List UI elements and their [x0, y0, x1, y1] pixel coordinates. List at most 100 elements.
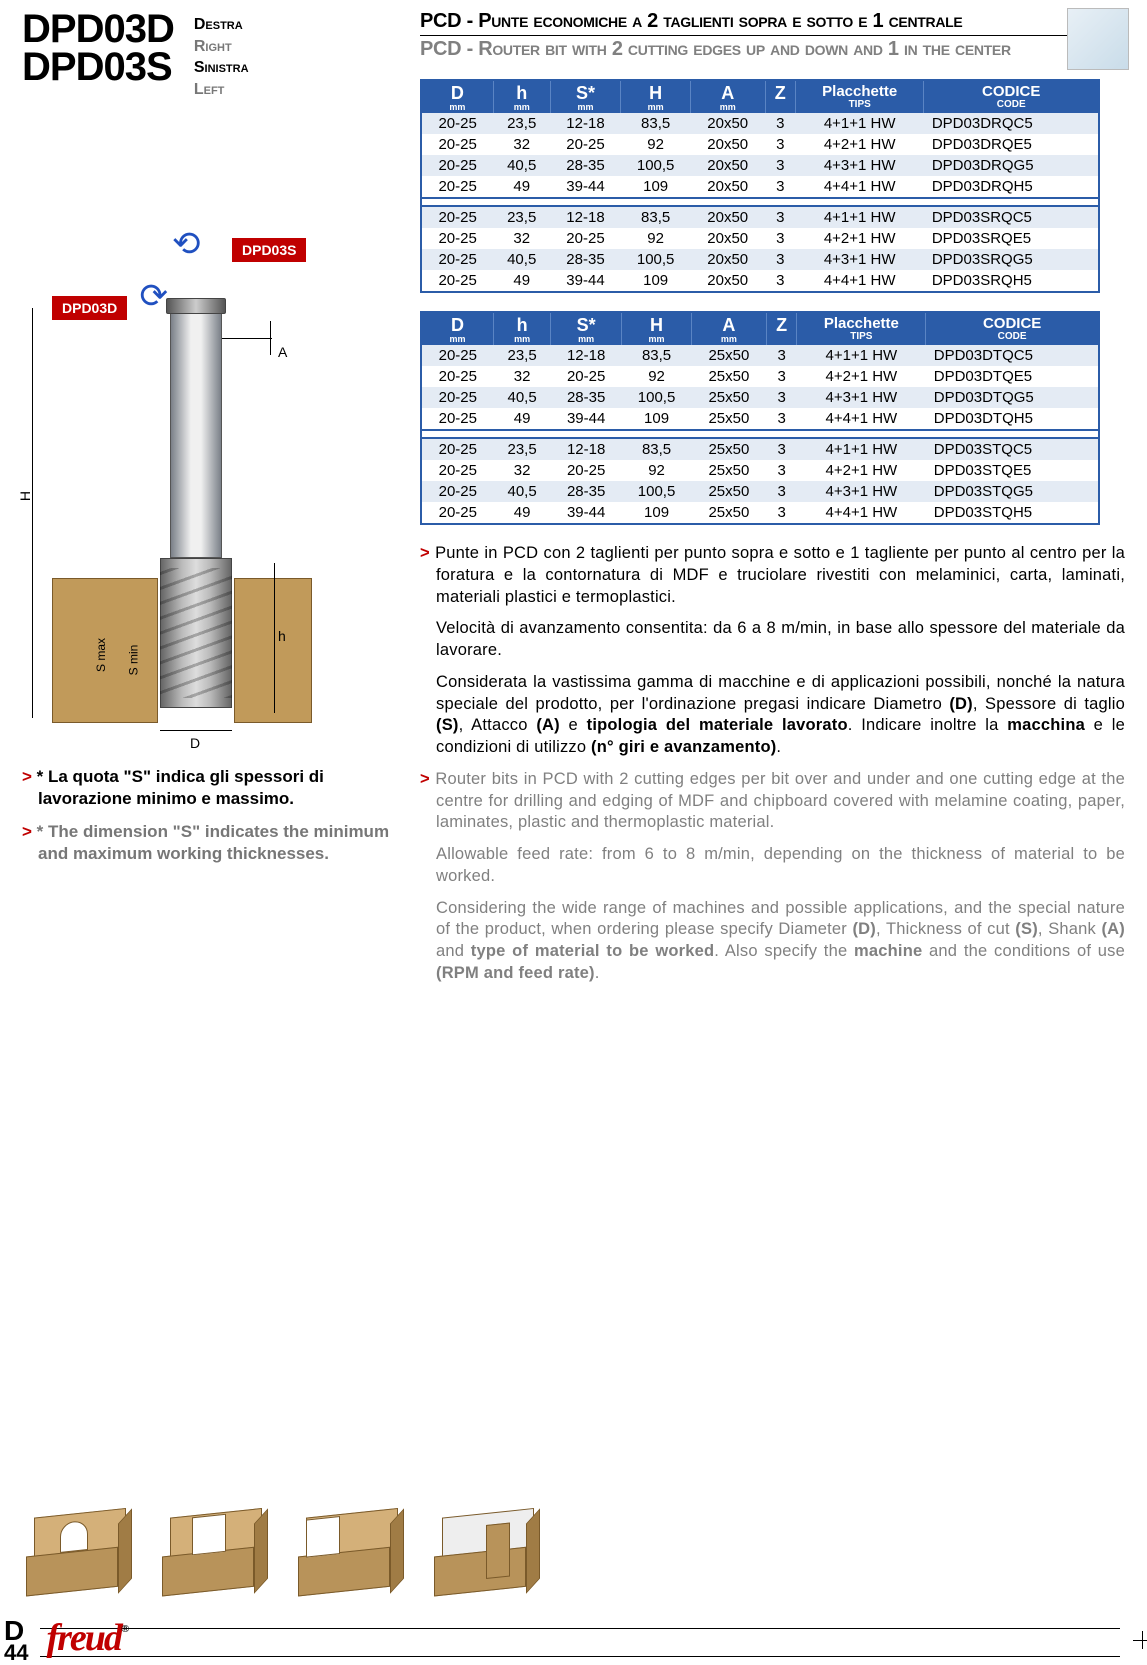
desc-it-2: Velocità di avanzamento consentita: da 6…	[436, 619, 1125, 659]
table-cell: 23,5	[494, 438, 551, 460]
table-cell: 4+2+1 HW	[797, 366, 926, 387]
table-cell: 3	[766, 345, 797, 366]
table-row: 20-2523,512-1883,520x5034+1+1 HWDPD03DRQ…	[421, 113, 1099, 134]
col-header: Dmm	[421, 312, 494, 345]
table-cell: DPD03STQE5	[926, 460, 1099, 481]
table-cell: 49	[494, 502, 551, 524]
col-header: S*mm	[550, 80, 621, 113]
table-cell: DPD03DRQH5	[924, 176, 1099, 198]
table-cell: 20-25	[421, 270, 493, 292]
table-row: 20-253220-259220x5034+2+1 HWDPD03SRQE5	[421, 228, 1099, 249]
table-cell: 20-25	[421, 387, 494, 408]
table-row: 20-2523,512-1883,525x5034+1+1 HWDPD03STQ…	[421, 438, 1099, 460]
table-cell: 20-25	[550, 134, 621, 155]
rotation-arrow-icon: ⟲	[140, 276, 169, 316]
dir-it-1: Destra	[194, 14, 249, 36]
table-cell: 83,5	[621, 206, 691, 228]
model-codes: DPD03D DPD03S	[22, 10, 174, 86]
table-cell: 83,5	[622, 438, 692, 460]
table-cell: 20x50	[690, 270, 765, 292]
brand-logo: freud	[46, 1616, 127, 1660]
thumb-1	[22, 1507, 134, 1595]
dim-a: A	[278, 344, 287, 360]
table-cell: 4+4+1 HW	[797, 408, 926, 430]
table-cell: 92	[622, 460, 692, 481]
table-row: 20-253220-259225x5034+2+1 HWDPD03STQE5	[421, 460, 1099, 481]
table-cell: 39-44	[551, 408, 622, 430]
table-row: 20-254939-4410925x5034+4+1 HWDPD03STQH5	[421, 502, 1099, 524]
dim-H: H	[17, 491, 33, 501]
col-header: Placchettetips	[796, 80, 924, 113]
dim-D: D	[190, 735, 200, 751]
table-cell: 20-25	[421, 345, 494, 366]
table-cell: 49	[493, 176, 550, 198]
table-cell: 3	[766, 481, 797, 502]
table-cell: 3	[765, 206, 796, 228]
table-cell: 20-25	[421, 249, 493, 270]
table-cell: DPD03DRQE5	[924, 134, 1099, 155]
table-cell: 49	[493, 270, 550, 292]
table-cell: 3	[765, 113, 796, 134]
thumb-4	[430, 1507, 542, 1595]
rotation-arrow-icon: ⟲	[172, 224, 201, 264]
table-cell: 4+1+1 HW	[797, 438, 926, 460]
table-cell: 12-18	[551, 345, 622, 366]
table-row: 20-253220-259220x5034+2+1 HWDPD03DRQE5	[421, 134, 1099, 155]
description-text: > Punte in PCD con 2 taglienti per punto…	[420, 543, 1125, 985]
table-cell: 4+3+1 HW	[796, 249, 924, 270]
table-cell: 40,5	[494, 481, 551, 502]
table-cell: 25x50	[691, 502, 766, 524]
col-header: Hmm	[622, 312, 692, 345]
table-cell: 3	[765, 228, 796, 249]
label-dpd03d: DPD03D	[52, 296, 127, 320]
table-row: 20-254939-4410925x5034+4+1 HWDPD03DTQH5	[421, 408, 1099, 430]
table-cell: 12-18	[551, 438, 622, 460]
table-cell: 3	[765, 134, 796, 155]
col-header: hmm	[494, 312, 551, 345]
table-cell: 4+2+1 HW	[796, 134, 924, 155]
spec-table-2: DmmhmmS*mmHmmAmmZ PlacchettetipsCODICEco…	[420, 311, 1125, 525]
table-cell: 20-25	[421, 438, 494, 460]
table-cell: 4+3+1 HW	[797, 481, 926, 502]
table-cell: 12-18	[550, 113, 621, 134]
table-cell: 23,5	[493, 113, 550, 134]
desc-en-1: Router bits in PCD with 2 cutting edges …	[435, 770, 1125, 832]
table-cell: 20-25	[421, 366, 494, 387]
table-cell: 28-35	[550, 249, 621, 270]
table-cell: 23,5	[493, 206, 550, 228]
table-row: 20-2540,528-35100,520x5034+3+1 HWDPD03SR…	[421, 249, 1099, 270]
table-cell: 3	[766, 408, 797, 430]
col-header: Placchettetips	[797, 312, 926, 345]
table-cell: 20x50	[690, 134, 765, 155]
table-cell: 4+2+1 HW	[797, 460, 926, 481]
table-cell: DPD03DTQH5	[926, 408, 1099, 430]
col-header: Z	[765, 80, 796, 113]
table-cell: 39-44	[550, 270, 621, 292]
col-header: Amm	[691, 312, 766, 345]
thumb-2	[158, 1507, 270, 1595]
application-thumbnails	[22, 1507, 542, 1595]
table-cell: 4+2+1 HW	[796, 228, 924, 249]
table-cell: 109	[622, 408, 692, 430]
table-cell: 92	[622, 366, 692, 387]
col-header: S*mm	[551, 312, 622, 345]
table-cell: 3	[766, 460, 797, 481]
table-cell: DPD03DRQG5	[924, 155, 1099, 176]
table-cell: 20-25	[421, 155, 493, 176]
thumb-3	[294, 1507, 406, 1595]
table-cell: 100,5	[621, 249, 691, 270]
table-cell: 40,5	[494, 387, 551, 408]
table-cell: 92	[621, 228, 691, 249]
table-cell: 20-25	[421, 134, 493, 155]
col-header: Amm	[690, 80, 765, 113]
table-row: 20-254939-4410920x5034+4+1 HWDPD03SRQH5	[421, 270, 1099, 292]
crop-mark-icon	[1133, 1631, 1147, 1649]
bit-shank	[170, 308, 222, 558]
table-cell: 20-25	[551, 460, 622, 481]
table-cell: 83,5	[621, 113, 691, 134]
table-cell: 28-35	[551, 387, 622, 408]
table-cell: 23,5	[494, 345, 551, 366]
table-cell: 4+1+1 HW	[796, 113, 924, 134]
table-cell: 4+4+1 HW	[797, 502, 926, 524]
table-cell: 3	[765, 176, 796, 198]
